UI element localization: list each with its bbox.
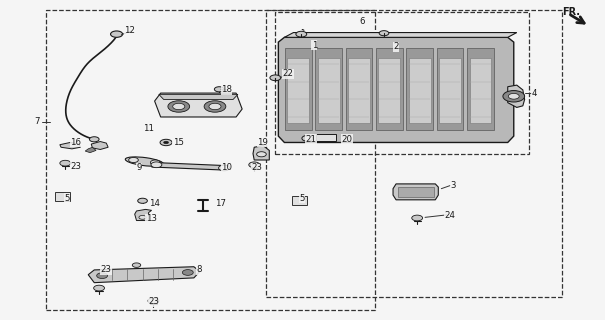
Polygon shape — [88, 267, 200, 283]
Text: 15: 15 — [172, 138, 184, 147]
Polygon shape — [393, 184, 438, 200]
Text: 10: 10 — [221, 164, 232, 172]
Polygon shape — [135, 209, 152, 220]
Text: 23: 23 — [251, 164, 262, 172]
Polygon shape — [60, 142, 80, 149]
Circle shape — [379, 31, 389, 36]
Circle shape — [151, 162, 162, 168]
Bar — [316, 134, 336, 141]
Circle shape — [164, 141, 169, 144]
Polygon shape — [278, 37, 514, 142]
Polygon shape — [284, 33, 517, 37]
Polygon shape — [409, 58, 431, 123]
Circle shape — [412, 215, 423, 221]
Circle shape — [249, 162, 260, 168]
Text: 16: 16 — [70, 138, 81, 147]
Polygon shape — [315, 49, 342, 130]
Circle shape — [151, 160, 160, 165]
Text: 9: 9 — [137, 164, 142, 172]
Polygon shape — [345, 49, 373, 130]
Circle shape — [218, 165, 229, 171]
Text: 23: 23 — [149, 297, 160, 306]
Text: 12: 12 — [125, 27, 136, 36]
Text: 14: 14 — [149, 198, 160, 207]
Circle shape — [508, 93, 519, 99]
Polygon shape — [85, 147, 96, 153]
Circle shape — [97, 273, 108, 278]
Circle shape — [111, 31, 123, 37]
Polygon shape — [287, 58, 309, 123]
Text: 11: 11 — [143, 124, 154, 132]
Polygon shape — [152, 163, 229, 170]
Circle shape — [302, 135, 313, 141]
Text: FR.: FR. — [562, 7, 580, 17]
Circle shape — [503, 91, 525, 102]
Text: 6: 6 — [360, 17, 365, 26]
Text: 8: 8 — [197, 265, 202, 275]
Circle shape — [182, 270, 193, 275]
Circle shape — [60, 160, 71, 166]
Text: 24: 24 — [444, 211, 456, 220]
Polygon shape — [407, 49, 433, 130]
Bar — [292, 196, 307, 204]
Polygon shape — [376, 49, 403, 130]
Polygon shape — [285, 49, 312, 130]
Polygon shape — [318, 58, 339, 123]
Polygon shape — [467, 49, 494, 130]
Text: 21: 21 — [306, 135, 316, 144]
Circle shape — [138, 198, 148, 203]
Bar — [398, 187, 434, 197]
Text: 5: 5 — [299, 194, 305, 203]
Circle shape — [132, 263, 141, 268]
Polygon shape — [508, 85, 525, 108]
Polygon shape — [437, 49, 463, 130]
Polygon shape — [439, 58, 461, 123]
Circle shape — [204, 101, 226, 112]
Circle shape — [160, 139, 172, 146]
Circle shape — [168, 101, 189, 112]
Circle shape — [209, 103, 221, 110]
Circle shape — [148, 298, 159, 304]
Text: 22: 22 — [283, 69, 293, 78]
Polygon shape — [91, 141, 108, 149]
Text: 13: 13 — [146, 214, 157, 223]
Polygon shape — [469, 58, 491, 123]
Circle shape — [296, 31, 307, 37]
Bar — [266, 10, 562, 297]
Polygon shape — [379, 58, 401, 123]
Circle shape — [257, 152, 266, 157]
Circle shape — [90, 137, 99, 142]
Circle shape — [270, 75, 281, 81]
Circle shape — [172, 103, 185, 110]
Polygon shape — [253, 146, 269, 160]
Polygon shape — [348, 58, 370, 123]
Circle shape — [94, 285, 105, 291]
Circle shape — [214, 87, 224, 92]
Polygon shape — [159, 94, 238, 100]
Circle shape — [129, 157, 139, 163]
Text: 18: 18 — [221, 85, 232, 94]
Text: 19: 19 — [257, 138, 268, 147]
Ellipse shape — [125, 157, 163, 166]
Text: 5: 5 — [64, 194, 70, 203]
Text: 1: 1 — [312, 41, 317, 50]
Polygon shape — [155, 93, 242, 117]
Text: 4: 4 — [532, 89, 537, 98]
Text: 3: 3 — [450, 181, 456, 190]
Circle shape — [139, 215, 146, 219]
Bar — [55, 193, 70, 201]
Text: 7: 7 — [34, 117, 39, 126]
Text: 23: 23 — [100, 265, 111, 275]
Bar — [46, 10, 375, 310]
Text: 20: 20 — [342, 135, 353, 144]
Bar — [275, 12, 529, 154]
Text: 2: 2 — [393, 42, 399, 52]
Text: 17: 17 — [215, 198, 226, 207]
Text: 23: 23 — [70, 162, 81, 171]
